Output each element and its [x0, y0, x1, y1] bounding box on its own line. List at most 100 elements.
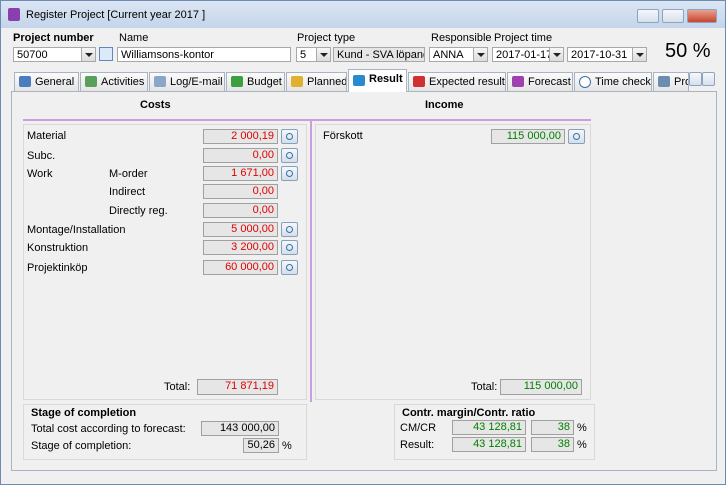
minimize-button[interactable]	[637, 9, 659, 23]
title-bar: Register Project [Current year 2017 ]	[1, 1, 725, 28]
dropdown-button[interactable]	[549, 47, 564, 62]
total-label: Total:	[471, 381, 498, 393]
cost-value: 0,00	[203, 148, 278, 163]
tab-scroll-right[interactable]	[702, 72, 715, 86]
field-label: Project number	[13, 32, 94, 44]
row-label: Montage/Installation	[27, 224, 126, 236]
stage-group	[23, 404, 307, 460]
lookup-button[interactable]	[568, 129, 585, 144]
tab[interactable]: Log/E-mail	[149, 72, 225, 91]
cost-value: 0,00	[203, 203, 278, 218]
cost-total: 71 871,19	[197, 379, 278, 395]
lookup-button[interactable]	[281, 240, 298, 255]
income-group	[315, 124, 591, 400]
tab-active[interactable]: Result	[348, 69, 407, 92]
row-label: Konstruktion	[27, 242, 89, 254]
field-label: Project type	[297, 32, 356, 44]
field-label: Project time	[494, 32, 553, 44]
project-type-input[interactable]: 5	[296, 47, 318, 62]
row-label: Subc.	[27, 150, 56, 162]
unit: %	[577, 422, 587, 434]
tab[interactable]: General	[14, 72, 79, 91]
dropdown-button[interactable]	[316, 47, 331, 62]
copy-button[interactable]	[99, 47, 113, 61]
costs-group	[23, 124, 307, 400]
divider	[310, 119, 312, 402]
project-type-description: Kund - SVA löpande	[333, 47, 425, 62]
tab[interactable]: Planned	[286, 72, 347, 91]
dropdown-button[interactable]	[473, 47, 488, 62]
ratio-value: 38	[531, 437, 574, 452]
lookup-button[interactable]	[281, 148, 298, 163]
percent-indicator: 50 %	[665, 40, 711, 62]
cost-value: 60 000,00	[203, 260, 278, 275]
date-to-input[interactable]: 2017-10-31	[567, 47, 633, 62]
window-title: Register Project [Current year 2017 ]	[26, 9, 206, 21]
field-label: Responsible	[431, 32, 492, 44]
row-sublabel: M-order	[109, 168, 148, 180]
lookup-button[interactable]	[281, 222, 298, 237]
total-label: Total:	[164, 381, 191, 393]
tab[interactable]: Forecast	[507, 72, 573, 91]
field-label: Name	[119, 32, 149, 44]
cost-value: 0,00	[203, 184, 278, 199]
app-icon	[8, 8, 20, 21]
margin-value: 43 128,81	[452, 420, 526, 435]
row-label: Total cost according to forecast:	[31, 423, 186, 435]
tab-label: Time check	[595, 76, 651, 88]
tab-panel	[11, 91, 717, 471]
cost-value: 1 671,00	[203, 166, 278, 181]
tab[interactable]: Budget	[226, 72, 285, 91]
unit: %	[282, 440, 292, 452]
income-total: 115 000,00	[500, 379, 582, 395]
dropdown-button[interactable]	[632, 47, 647, 62]
tab[interactable]: Expected result	[408, 72, 506, 91]
dropdown-button[interactable]	[81, 47, 96, 62]
row-label: Material	[27, 130, 67, 142]
tab-label: General	[35, 76, 75, 88]
project-number-input[interactable]: 50700	[13, 47, 83, 62]
row-label: Result:	[400, 439, 435, 451]
tab-label: Forecast	[528, 76, 571, 88]
divider	[23, 119, 591, 121]
group-title: Contr. margin/Contr. ratio	[402, 407, 536, 419]
cost-value: 3 200,00	[203, 240, 278, 255]
tab-label: Budget	[247, 76, 282, 88]
tab[interactable]: Activities	[80, 72, 148, 91]
income-value: 115 000,00	[491, 129, 565, 144]
tab[interactable]: Time check	[574, 72, 652, 91]
responsible-input[interactable]: ANNA	[429, 47, 474, 62]
row-label: CM/CR	[400, 422, 437, 434]
tab-label: Result	[369, 73, 403, 85]
contribution-group	[394, 404, 595, 460]
cost-value: 5 000,00	[203, 222, 278, 237]
section-title: Costs	[140, 99, 171, 111]
tab-label: Planned	[307, 76, 347, 88]
lookup-button[interactable]	[281, 166, 298, 181]
row-sublabel: Indirect	[109, 186, 146, 198]
row-label: Projektinköp	[27, 262, 88, 274]
unit: %	[577, 439, 587, 451]
close-button[interactable]	[687, 9, 717, 23]
stage-value: 50,26	[243, 438, 279, 453]
tab[interactable]: Project	[653, 72, 689, 91]
row-label: Stage of completion:	[31, 440, 132, 452]
lookup-button[interactable]	[281, 129, 298, 144]
tab-label: Log/E-mail	[170, 76, 223, 88]
row-sublabel: Directly reg.	[109, 205, 168, 217]
tab-label: Activities	[101, 76, 145, 88]
total-cost-value: 143 000,00	[201, 421, 279, 436]
lookup-button[interactable]	[281, 260, 298, 275]
tab-label: Expected result	[429, 76, 505, 88]
maximize-button[interactable]	[662, 9, 684, 23]
date-from-input[interactable]: 2017-01-17	[492, 47, 550, 62]
margin-value: 43 128,81	[452, 437, 526, 452]
tab-label: Project	[674, 76, 688, 88]
tab-scroll-left[interactable]	[689, 72, 702, 86]
row-label: Förskott	[323, 130, 363, 142]
name-input[interactable]: Williamsons-kontor	[117, 47, 291, 62]
section-title: Income	[425, 99, 464, 111]
group-title: Stage of completion	[31, 407, 137, 419]
